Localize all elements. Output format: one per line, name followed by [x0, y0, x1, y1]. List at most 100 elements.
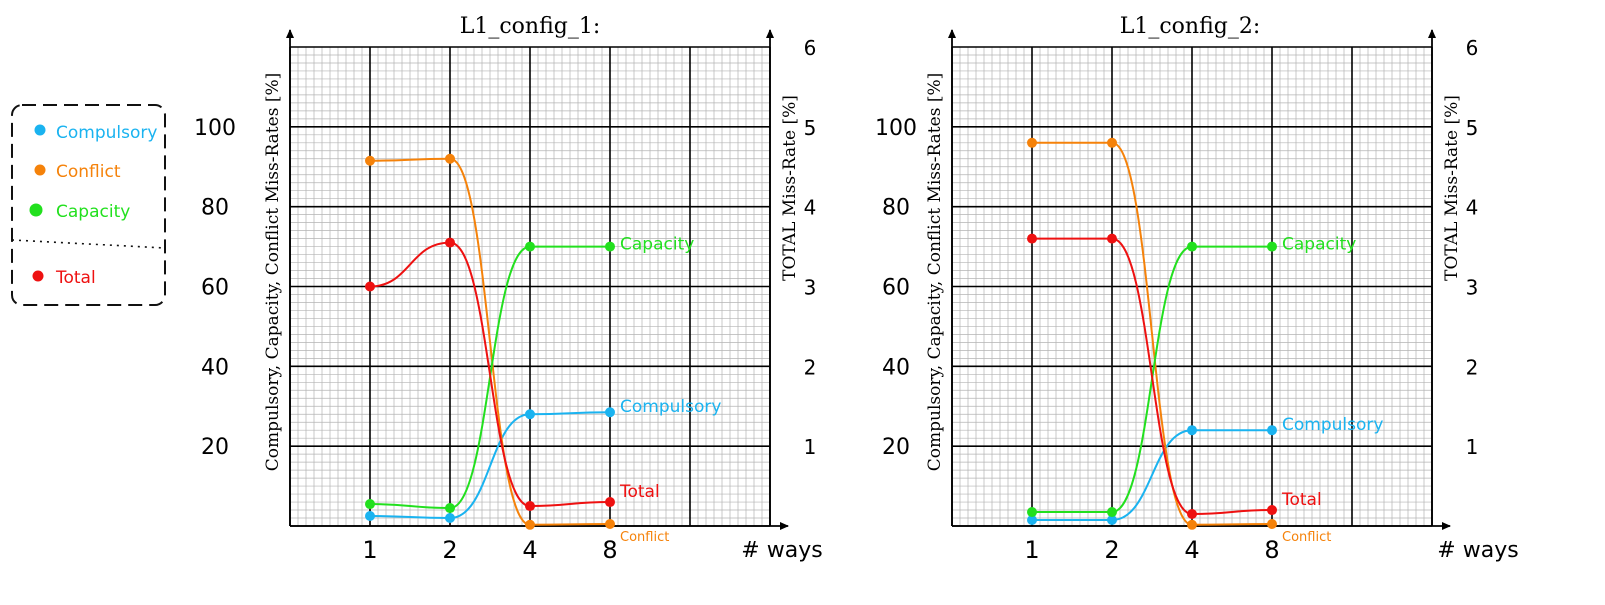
right-tick-label: 1: [804, 435, 817, 459]
series-end-label-conflict: Conflict: [620, 530, 669, 545]
chart-l1-config-1: L1_config_1: Compulsory, Capacity, Confl…: [194, 14, 823, 564]
series-end-label-conflict: Conflict: [1282, 530, 1331, 545]
data-point-compulsory: [1267, 425, 1277, 436]
series-end-label-compulsory: Compulsory: [1282, 415, 1383, 435]
data-point-conflict: [605, 519, 615, 530]
left-tick-label: 60: [882, 276, 910, 301]
left-tick-label: 40: [201, 355, 229, 380]
legend-divider: [11, 239, 166, 249]
legend-item-capacity: Capacity: [29, 202, 130, 222]
series-line-compulsory: [369, 411, 611, 520]
chart-title: L1_config_2:: [1120, 14, 1261, 39]
left-axis-label: Compulsory, Capacity, Conflict Miss-Rate…: [263, 73, 283, 472]
legend: Compulsory Conflict Capacity Total: [11, 104, 166, 306]
right-tick-label: 2: [1466, 355, 1479, 379]
legend-label-capacity: Capacity: [56, 202, 130, 222]
right-tick-label: 4: [804, 196, 817, 220]
legend-item-conflict: Conflict: [34, 162, 121, 182]
data-point-compulsory: [365, 511, 375, 522]
x-tick-label: 4: [1184, 536, 1199, 564]
data-point-capacity: [1027, 507, 1037, 518]
data-point-compulsory: [445, 513, 455, 524]
data-point-conflict: [445, 153, 455, 164]
data-point-total: [445, 237, 455, 248]
right-tick-label: 5: [804, 116, 817, 140]
right-tick-label: 4: [1466, 196, 1479, 220]
left-tick-label: 80: [201, 196, 229, 221]
data-point-capacity: [525, 241, 535, 252]
data-point-capacity: [365, 499, 375, 510]
right-tick-label: 6: [804, 36, 817, 60]
data-point-conflict: [525, 519, 535, 530]
right-axis-label: TOTAL Miss-Rate [%]: [780, 95, 800, 281]
series-line-conflict: [369, 157, 611, 526]
right-tick-label: 3: [804, 276, 817, 300]
data-point-conflict: [1107, 137, 1117, 148]
left-tick-label: 40: [882, 355, 910, 380]
data-point-capacity: [1187, 241, 1197, 252]
data-point-capacity: [1107, 507, 1117, 518]
series-line-capacity: [369, 245, 610, 510]
x-tick-label: 8: [1264, 536, 1279, 564]
x-tick-label: 2: [442, 536, 457, 564]
legend-border: [11, 104, 166, 306]
left-tick-label: 100: [875, 116, 917, 141]
left-tick-label: 80: [882, 196, 910, 221]
data-point-capacity: [1267, 241, 1277, 252]
left-tick-label: 60: [201, 276, 229, 301]
legend-marker-conflict: [34, 164, 46, 176]
right-axis-label: TOTAL Miss-Rate [%]: [1442, 95, 1462, 281]
right-tick-label: 2: [804, 355, 817, 379]
data-point-total: [525, 501, 535, 512]
series-line-total: [1032, 237, 1273, 516]
series-end-label-capacity: Capacity: [1282, 235, 1356, 255]
left-tick-label: 20: [882, 435, 910, 460]
legend-item-total: Total: [32, 268, 96, 288]
x-tick-label: 1: [1024, 536, 1039, 564]
legend-marker-capacity: [29, 203, 43, 217]
series-line-compulsory: [1032, 429, 1272, 522]
right-tick-label: 6: [1466, 36, 1479, 60]
data-point-total: [605, 497, 615, 508]
plot-grid: [289, 46, 771, 527]
data-point-compulsory: [1027, 515, 1037, 526]
legend-item-compulsory: Compulsory: [34, 123, 157, 143]
series-end-label-capacity: Capacity: [620, 235, 694, 255]
data-point-conflict: [1027, 137, 1037, 148]
series-end-label-compulsory: Compulsory: [620, 397, 721, 417]
x-tick-label: 8: [602, 536, 617, 564]
x-axis-label: # ways: [741, 538, 822, 563]
left-tick-label: 20: [201, 435, 229, 460]
data-point-total: [365, 281, 375, 292]
right-tick-label: 5: [1466, 116, 1479, 140]
data-point-total: [1107, 233, 1117, 244]
plot-grid: [951, 46, 1433, 527]
series-line-conflict: [1032, 141, 1273, 526]
data-point-total: [1267, 505, 1277, 516]
x-axis-label: # ways: [1437, 538, 1518, 563]
legend-label-total: Total: [55, 268, 96, 288]
chart-l1-config-2: L1_config_2: Compulsory, Capacity, Confl…: [875, 14, 1519, 564]
data-point-total: [1187, 509, 1197, 520]
series-end-label-total: Total: [619, 482, 660, 502]
chart-title: L1_config_1:: [460, 14, 601, 39]
data-point-conflict: [1267, 519, 1277, 530]
right-tick-label: 3: [1466, 276, 1479, 300]
data-point-conflict: [1187, 519, 1197, 530]
legend-label-compulsory: Compulsory: [56, 123, 157, 143]
data-point-capacity: [605, 241, 615, 252]
data-point-compulsory: [1107, 515, 1117, 526]
data-point-compulsory: [1187, 425, 1197, 436]
data-point-capacity: [445, 503, 455, 514]
legend-label-conflict: Conflict: [56, 162, 121, 182]
left-axis-label: Compulsory, Capacity, Conflict Miss-Rate…: [925, 73, 945, 472]
data-point-total: [1027, 233, 1037, 244]
x-tick-label: 2: [1104, 536, 1119, 564]
series-line-total: [369, 241, 611, 508]
series-end-label-total: Total: [1281, 490, 1322, 510]
left-tick-label: 100: [194, 116, 236, 141]
legend-marker-total: [32, 270, 44, 282]
x-tick-label: 1: [362, 536, 377, 564]
legend-marker-compulsory: [34, 124, 46, 136]
